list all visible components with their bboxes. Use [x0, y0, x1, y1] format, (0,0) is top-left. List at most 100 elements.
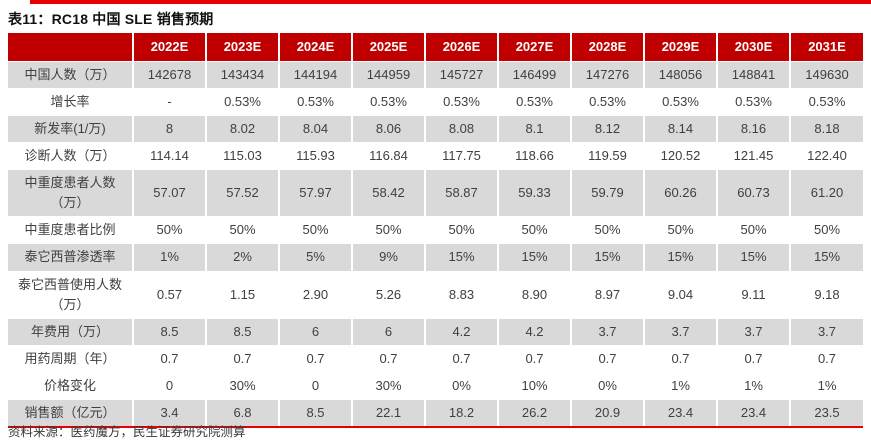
row-label: 价格变化 [8, 372, 133, 400]
cell-value: 0 [278, 372, 352, 400]
cell-value: 50% [716, 216, 790, 244]
cell-value: 6.8 [205, 399, 279, 429]
cell-value: 58.42 [351, 169, 425, 217]
cell-value: 23.4 [716, 399, 790, 429]
cell-value: 144194 [278, 60, 352, 89]
cell-value: 119.59 [570, 141, 644, 170]
cell-value: 20.9 [570, 399, 644, 429]
cell-value: 15% [497, 243, 571, 272]
cell-value: 0.7 [497, 345, 571, 373]
cell-value: 50% [278, 216, 352, 244]
cell-value: 0.53% [570, 87, 644, 116]
table-row: 泰它西普使用人数 （万） 0.57 1.15 2.90 5.26 8.83 8.90 8.97… [8, 270, 863, 319]
cell-value: 117.75 [424, 141, 498, 170]
cell-value: 10% [497, 372, 571, 400]
cell-value: 0.7 [424, 345, 498, 373]
cell-value: 15% [789, 243, 863, 272]
cell-value: 15% [643, 243, 717, 272]
row-label: 年费用（万） [8, 317, 133, 346]
cell-value: 115.93 [278, 141, 352, 170]
header-row: 2022E 2023E 2024E 2025E 2026E 2027E 2028E 2029E… [8, 33, 863, 61]
cell-value: 8.14 [643, 114, 717, 143]
cell-value: 8.97 [570, 270, 644, 319]
cell-value: 1% [789, 372, 863, 400]
row-label: 用药周期（年） [8, 345, 133, 373]
cell-value: 0.7 [132, 345, 206, 373]
cell-value: 121.45 [716, 141, 790, 170]
cell-value: 4.2 [497, 317, 571, 346]
cell-value: 3.7 [570, 317, 644, 346]
cell-value: 8.04 [278, 114, 352, 143]
year-column-header: 2022E [132, 33, 206, 61]
cell-value: 8.18 [789, 114, 863, 143]
cell-value: 50% [351, 216, 425, 244]
cell-value: 143434 [205, 60, 279, 89]
row-label: 泰它西普使用人数 （万） [8, 270, 133, 319]
cell-value: 57.52 [205, 169, 279, 217]
cell-value: 146499 [497, 60, 571, 89]
cell-value: 116.84 [351, 141, 425, 170]
year-column-header: 2027E [497, 33, 571, 61]
cell-value: 8.08 [424, 114, 498, 143]
cell-value: 59.79 [570, 169, 644, 217]
table-row: 泰它西普渗透率 1% 2% 5% 9% 15% 15% 15% 15% 15% 15% [8, 243, 863, 272]
table-row: 中国人数（万） 142678 143434 144194 144959 145727 146… [8, 60, 863, 89]
cell-value: 57.07 [132, 169, 206, 217]
cell-value: 8.83 [424, 270, 498, 319]
cell-value: 9% [351, 243, 425, 272]
cell-value: 0.53% [789, 87, 863, 116]
cell-value: 50% [497, 216, 571, 244]
table-row: 中重度患者比例 50% 50% 50% 50% 50% 50% 50% 50% 50% 50% [8, 216, 863, 244]
cell-value: 8.16 [716, 114, 790, 143]
cell-value: 0.7 [205, 345, 279, 373]
cell-value: 147276 [570, 60, 644, 89]
cell-value: 23.5 [789, 399, 863, 429]
year-column-header: 2024E [278, 33, 352, 61]
cell-value: - [132, 87, 206, 116]
row-label: 泰它西普渗透率 [8, 243, 133, 272]
cell-value: 8.02 [205, 114, 279, 143]
cell-value: 145727 [424, 60, 498, 89]
cell-value: 1.15 [205, 270, 279, 319]
cell-value: 0.53% [351, 87, 425, 116]
cell-value: 122.40 [789, 141, 863, 170]
row-label: 中重度患者比例 [8, 216, 133, 244]
cell-value: 1% [132, 243, 206, 272]
cell-value: 148841 [716, 60, 790, 89]
cell-value: 6 [351, 317, 425, 346]
year-column-header: 2023E [205, 33, 279, 61]
cell-value: 1% [643, 372, 717, 400]
row-label: 增长率 [8, 87, 133, 116]
table-title: 表11：RC18 中国 SLE 销售预期 [8, 11, 214, 27]
cell-value: 8 [132, 114, 206, 143]
cell-value: 149630 [789, 60, 863, 89]
cell-value: 8.12 [570, 114, 644, 143]
row-label: 销售额（亿元） [8, 399, 133, 429]
corner-header-cell [8, 33, 133, 61]
cell-value: 50% [132, 216, 206, 244]
cell-value: 0.57 [132, 270, 206, 319]
source-note: 资料来源：医药魔方，民生证券研究院测算 [8, 425, 246, 439]
cell-value: 0 [132, 372, 206, 400]
cell-value: 120.52 [643, 141, 717, 170]
cell-value: 0.7 [789, 345, 863, 373]
table-row: 增长率 -0.53% 0.53% 0.53% 0.53% 0.53% 0.53% 0.53% 0… [8, 87, 863, 116]
sales-forecast-table: 2022E 2023E 2024E 2025E 2026E 2027E 2028E 2029E… [8, 33, 863, 429]
cell-value: 0.53% [205, 87, 279, 116]
cell-value: 0.7 [570, 345, 644, 373]
table-row: 价格变化 0 30% 0 30% 0% 10% 0% 1% 1% 1% [8, 372, 863, 400]
cell-value: 15% [716, 243, 790, 272]
cell-value: 8.5 [132, 317, 206, 346]
cell-value: 15% [424, 243, 498, 272]
cell-value: 144959 [351, 60, 425, 89]
cell-value: 15% [570, 243, 644, 272]
cell-value: 9.11 [716, 270, 790, 319]
cell-value: 23.4 [643, 399, 717, 429]
cell-value: 18.2 [424, 399, 498, 429]
cell-value: 5% [278, 243, 352, 272]
cell-value: 50% [643, 216, 717, 244]
table-body: 中国人数（万） 142678 143434 144194 144959 145727 146… [8, 60, 863, 429]
cell-value: 0.7 [278, 345, 352, 373]
cell-value: 26.2 [497, 399, 571, 429]
cell-value: 2.90 [278, 270, 352, 319]
